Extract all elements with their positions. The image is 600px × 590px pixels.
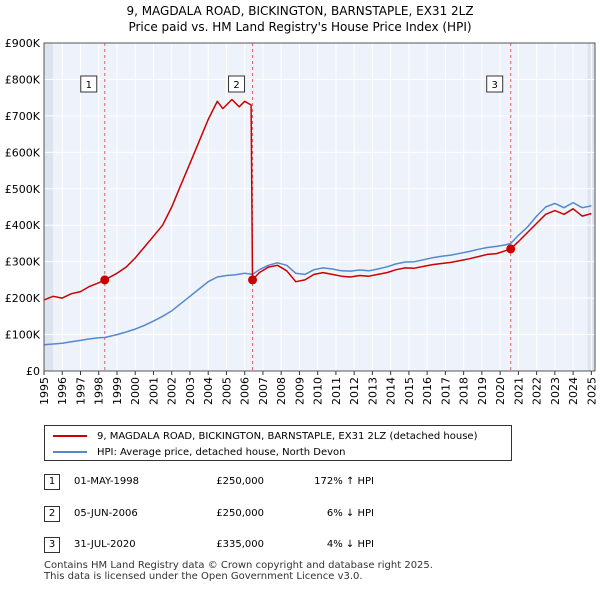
transaction-number-badge: 1: [44, 474, 60, 490]
legend-swatch-property: [53, 435, 87, 437]
y-tick-label: £0: [26, 365, 40, 378]
shaded-span: [44, 43, 54, 371]
transaction-date: 01-MAY-1998: [74, 476, 140, 487]
x-tick-label: 2000: [129, 377, 142, 405]
legend-label-property: 9, MAGDALA ROAD, BICKINGTON, BARNSTAPLE,…: [97, 430, 478, 442]
x-tick-label: 1995: [38, 377, 51, 405]
transaction-price: £335,000: [216, 539, 264, 550]
y-tick-label: £100K: [5, 329, 41, 342]
transaction-hpi-change: 172% ↑ HPI: [314, 476, 374, 487]
x-tick-label: 2008: [275, 377, 288, 405]
sale-number-badge: [486, 75, 504, 93]
hpi-line: [43, 201, 592, 346]
legend: 9, MAGDALA ROAD, BICKINGTON, BARNSTAPLE,…: [44, 425, 512, 461]
chart-title-line: 9, MAGDALA ROAD, BICKINGTON, BARNSTAPLE,…: [126, 4, 474, 18]
x-tick-label: 1997: [74, 377, 87, 405]
chart-title: 9, MAGDALA ROAD, BICKINGTON, BARNSTAPLE,…: [0, 3, 600, 35]
y-tick-label: £700K: [5, 110, 41, 123]
y-tick-label: £400K: [5, 219, 41, 232]
property-price-line: [43, 98, 592, 301]
x-tick-label: 2023: [549, 377, 562, 405]
x-tick-label: 2025: [585, 377, 598, 405]
x-tick-label: 2010: [312, 377, 325, 405]
x-tick-label: 2007: [257, 377, 270, 405]
legend-item-property: 9, MAGDALA ROAD, BICKINGTON, BARNSTAPLE,…: [53, 429, 477, 443]
y-tick-label: £900K: [5, 37, 41, 50]
legend-item-hpi: HPI: Average price, detached house, Nort…: [53, 445, 346, 459]
transaction-number-badge: 3: [44, 537, 60, 553]
sale-number-badge: [228, 75, 246, 93]
x-tick-label: 2022: [531, 377, 544, 405]
sale-number-label: 3: [492, 80, 498, 91]
footer-copyright: Contains HM Land Registry data © Crown c…: [44, 560, 433, 571]
x-tick-label: 2019: [476, 377, 489, 405]
transaction-hpi-change: 6% ↓ HPI: [326, 508, 374, 519]
sale-number-label: 2: [233, 80, 239, 91]
x-tick-label: 1996: [56, 377, 69, 405]
x-tick-label: 2011: [330, 377, 343, 405]
x-tick-label: 2017: [439, 377, 452, 405]
x-tick-label: 2018: [458, 377, 471, 405]
transaction-number-badge: 2: [44, 506, 60, 522]
x-tick-label: 1999: [111, 377, 124, 405]
legend-label-hpi: HPI: Average price, detached house, Nort…: [97, 446, 346, 458]
x-tick-label: 1998: [93, 377, 106, 405]
x-tick-label: 2024: [567, 377, 580, 405]
y-tick-label: £300K: [5, 256, 41, 269]
x-tick-label: 2009: [293, 377, 306, 405]
x-tick-label: 2015: [403, 377, 416, 405]
sale-number-badge: [80, 75, 98, 93]
price-chart: £0 £100K £200K £300K £400K £500K £600K £700K £80…: [5, 37, 599, 405]
y-tick-label: £800K: [5, 73, 41, 86]
x-tick-label: 2016: [421, 377, 434, 405]
x-tick-label: 2001: [147, 377, 160, 405]
sale-point: [100, 275, 110, 285]
x-tick-label: 2004: [202, 377, 215, 405]
plot-frame: [43, 42, 596, 372]
footer: Contains HM Land Registry data © Crown c…: [44, 560, 433, 582]
y-tick-label: £600K: [5, 146, 41, 159]
x-tick-label: 2014: [385, 377, 398, 405]
transaction-date: 31-JUL-2020: [74, 539, 136, 550]
sale-number-label: 1: [86, 80, 92, 91]
sale-point: [248, 275, 258, 285]
legend-swatch-hpi: [53, 451, 87, 453]
transaction-price: £250,000: [216, 476, 264, 487]
transaction-date: 05-JUN-2006: [74, 508, 138, 519]
y-tick-label: £200K: [5, 292, 41, 305]
x-tick-label: 2020: [494, 377, 507, 405]
x-tick-label: 2012: [348, 377, 361, 405]
x-tick-label: 2005: [220, 377, 233, 405]
sale-point: [506, 244, 516, 254]
transaction-hpi-change: 4% ↓ HPI: [326, 539, 374, 550]
footer-licence: This data is licensed under the Open Gov…: [44, 571, 363, 582]
x-tick-label: 2021: [512, 377, 525, 405]
x-tick-label: 2013: [366, 377, 379, 405]
chart-subtitle: Price paid vs. HM Land Registry's House …: [128, 20, 472, 34]
transaction-price: £250,000: [216, 508, 264, 519]
y-tick-label: £500K: [5, 183, 41, 196]
plot-background: [44, 43, 595, 371]
x-tick-label: 2002: [166, 377, 179, 405]
x-tick-label: 2006: [239, 377, 252, 405]
x-tick-label: 2003: [184, 377, 197, 405]
